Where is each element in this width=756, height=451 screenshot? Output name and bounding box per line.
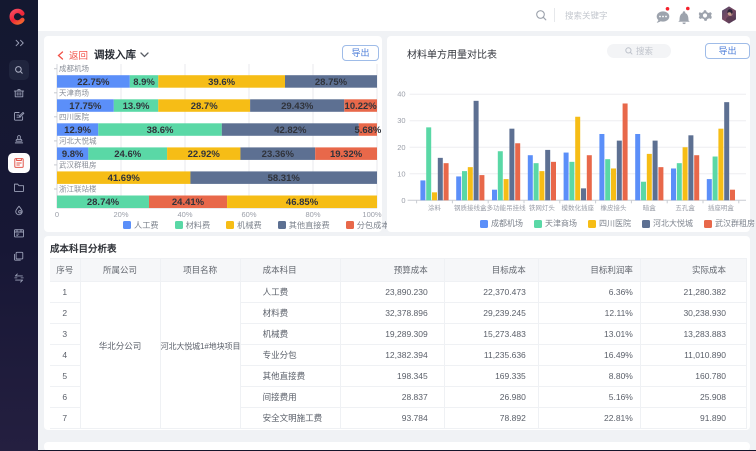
- svg-text:20: 20: [397, 143, 405, 152]
- svg-text:40%: 40%: [177, 210, 192, 219]
- svg-text:22.75%: 22.75%: [77, 77, 110, 88]
- svg-text:29.43%: 29.43%: [281, 101, 314, 112]
- svg-text:28.75%: 28.75%: [315, 77, 348, 88]
- svg-text:搜索关键字: 搜索关键字: [565, 11, 608, 21]
- svg-text:浙江联站楼: 浙江联站楼: [59, 184, 97, 194]
- svg-text:四川医院: 四川医院: [59, 111, 89, 121]
- svg-text:30: 30: [397, 116, 405, 125]
- svg-text:38.6%: 38.6%: [147, 125, 174, 136]
- svg-text:武汉群租房: 武汉群租房: [59, 159, 97, 169]
- svg-text:9.8%: 9.8%: [62, 149, 84, 160]
- svg-text:39.6%: 39.6%: [208, 77, 235, 88]
- svg-text:8.9%: 8.9%: [133, 77, 155, 88]
- svg-text:12.9%: 12.9%: [64, 125, 91, 136]
- svg-text:23.36%: 23.36%: [262, 149, 295, 160]
- svg-text:80%: 80%: [305, 210, 320, 219]
- svg-text:0: 0: [401, 196, 405, 205]
- svg-text:模数化插座: 模数化插座: [561, 203, 594, 212]
- svg-text:60%: 60%: [241, 210, 256, 219]
- svg-text:20%: 20%: [113, 210, 128, 219]
- svg-text:46.85%: 46.85%: [286, 197, 319, 208]
- svg-text:成都机场: 成都机场: [59, 63, 89, 73]
- svg-text:24.41%: 24.41%: [172, 197, 205, 208]
- svg-text:100%: 100%: [362, 210, 382, 219]
- svg-text:58.31%: 58.31%: [268, 173, 301, 184]
- svg-text:多功能吊挂线: 多功能吊挂线: [487, 203, 527, 212]
- svg-text:42.82%: 42.82%: [274, 125, 307, 136]
- svg-text:暗盒: 暗盒: [643, 203, 657, 212]
- svg-text:天津商场: 天津商场: [59, 87, 89, 97]
- svg-text:0: 0: [55, 210, 59, 219]
- svg-text:17.75%: 17.75%: [69, 101, 102, 112]
- svg-text:钢质接线盒: 钢质接线盒: [454, 203, 487, 212]
- svg-text:橡皮接头: 橡皮接头: [601, 203, 628, 212]
- svg-text:10: 10: [397, 169, 405, 178]
- svg-text:13.9%: 13.9%: [123, 101, 150, 112]
- svg-text:28.74%: 28.74%: [87, 197, 120, 208]
- svg-text:24.6%: 24.6%: [114, 149, 141, 160]
- svg-text:铁网灯头: 铁网灯头: [529, 203, 556, 212]
- svg-text:41.69%: 41.69%: [108, 173, 141, 184]
- svg-text:5.68%: 5.68%: [354, 125, 381, 136]
- svg-text:插座明盒: 插座明盒: [708, 203, 735, 212]
- svg-text:河北大悦城: 河北大悦城: [59, 135, 97, 145]
- svg-text:19.32%: 19.32%: [330, 149, 363, 160]
- svg-text:涂料: 涂料: [428, 203, 442, 212]
- svg-text:10.22%: 10.22%: [345, 101, 378, 112]
- svg-text:五孔盒: 五孔盒: [675, 203, 695, 212]
- svg-text:22.92%: 22.92%: [188, 149, 221, 160]
- svg-text:28.7%: 28.7%: [191, 101, 218, 112]
- svg-text:40: 40: [397, 90, 405, 99]
